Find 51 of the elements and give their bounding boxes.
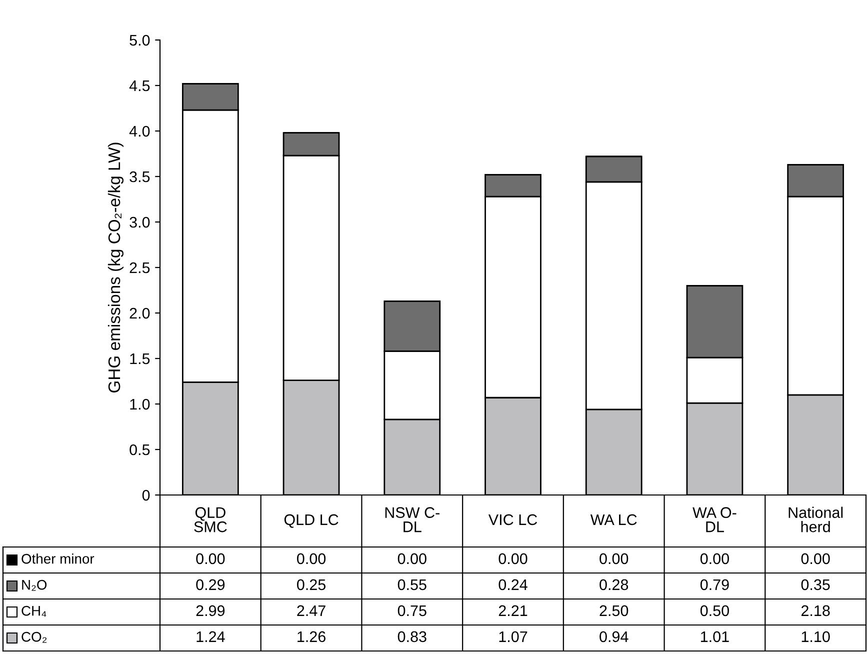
- legend-label: CH₄: [22, 606, 46, 617]
- data-label: 0.24: [498, 579, 528, 590]
- x-tick-label: WA LC: [590, 514, 637, 526]
- x-tick-label: VIC LC: [488, 514, 538, 526]
- legend-label: N₂O: [22, 580, 47, 591]
- legend-label: CO₂: [22, 632, 47, 643]
- y-tick-label: 5.0: [130, 34, 150, 46]
- data-label: 0.00: [801, 553, 830, 564]
- y-tick-label: 3.0: [130, 216, 150, 228]
- data-label: 2.18: [801, 605, 830, 616]
- x-tick-label: National herd: [788, 506, 843, 532]
- data-label: 1.01: [701, 631, 729, 642]
- data-label: 0.83: [398, 631, 426, 642]
- data-label: 0.79: [700, 579, 729, 590]
- data-label: 0.75: [398, 605, 426, 616]
- y-tick-label: 1.0: [130, 398, 150, 410]
- data-label: 1.07: [499, 631, 528, 642]
- data-label: 1.10: [802, 631, 830, 642]
- data-label: 0.94: [600, 631, 628, 642]
- data-label: 1.24: [196, 631, 225, 642]
- data-label: 0.25: [297, 579, 326, 590]
- x-tick-label: WA O- DL: [692, 507, 736, 532]
- data-label: 2.21: [498, 605, 528, 616]
- x-tick-label: NSW C- DL: [385, 507, 440, 532]
- y-tick-label: 3.5: [130, 171, 150, 182]
- y-tick-label: 0: [142, 490, 150, 501]
- y-tick-label: 4.0: [129, 126, 150, 137]
- data-label: 0.00: [297, 553, 326, 564]
- data-label: 2.50: [600, 605, 628, 616]
- legend-label: Other minor: [22, 554, 94, 564]
- data-label: 2.99: [196, 605, 225, 616]
- y-tick-label: 2.5: [130, 262, 150, 274]
- data-label: 0.00: [700, 553, 729, 564]
- y-tick-label: 4.5: [129, 80, 150, 92]
- data-label: 0.00: [196, 553, 225, 564]
- data-label: 0.55: [398, 579, 426, 590]
- data-label: 0.50: [700, 605, 729, 616]
- data-label: 0.29: [196, 579, 225, 590]
- data-label: 0.35: [801, 579, 830, 590]
- data-label: 1.26: [298, 631, 326, 642]
- y-tick-label: 1.5: [130, 354, 150, 364]
- data-label: 0.00: [600, 553, 628, 564]
- x-tick-label: QLD SMC: [194, 507, 227, 532]
- y-axis-title: GHG emissions (kg CO₂-e/kg LW): [108, 142, 124, 392]
- data-label: 0.00: [398, 553, 426, 564]
- data-label: 0.28: [600, 579, 628, 590]
- data-label: 2.47: [297, 605, 326, 616]
- y-tick-label: 0.5: [130, 444, 150, 456]
- x-tick-label: QLD LC: [284, 514, 338, 528]
- y-tick-label: 2.0: [130, 308, 150, 319]
- data-label: 0.00: [498, 553, 528, 564]
